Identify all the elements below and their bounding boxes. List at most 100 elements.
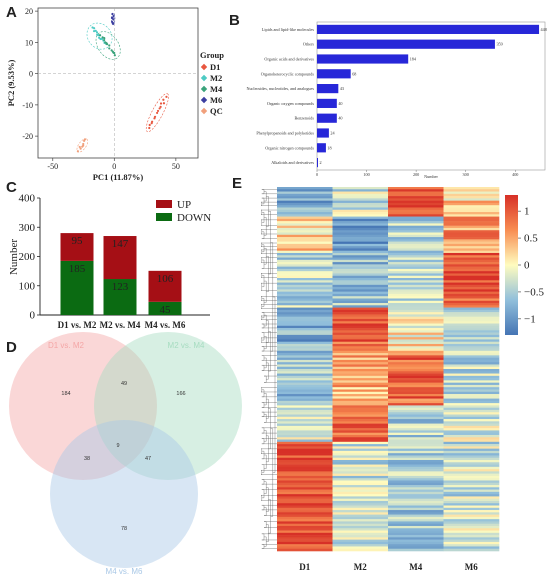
heatmap-cell [332, 419, 389, 422]
heatmap-cell [388, 359, 444, 363]
heatmap-cell [443, 453, 500, 456]
heatmap-cell [332, 332, 389, 336]
heatmap-cell [388, 387, 444, 390]
heatmap-cell [332, 189, 389, 192]
heatmap-cell [443, 193, 500, 197]
heatmap-cell [277, 460, 333, 463]
heatmap-cell [277, 191, 333, 195]
diff-bar-down [148, 301, 182, 315]
heatmap-cell [277, 425, 333, 429]
diff-bar-up [103, 236, 137, 280]
heatmap-cell [443, 316, 500, 320]
heatmap-cell [277, 487, 333, 490]
heatmap-cell [443, 287, 500, 290]
heatmap-cell [388, 355, 444, 358]
heatmap-cell [332, 494, 389, 497]
heatmap-row-dendrogram [261, 189, 277, 549]
heatmap-cell [388, 434, 444, 438]
heatmap-cell [277, 510, 333, 513]
heatmap-cell [443, 189, 500, 192]
heatmap-cell [332, 325, 389, 329]
heatmap-cell [332, 359, 389, 363]
heatmap-cell [332, 316, 389, 320]
heatmap-cell [277, 216, 333, 220]
heatmap-cell [388, 284, 444, 288]
heatmap-cell [443, 466, 500, 470]
heatmap-cell [388, 510, 444, 513]
legend-label-m2: M2 [210, 73, 222, 83]
class-bar [317, 84, 339, 94]
heatmap-cell [388, 239, 444, 242]
class-x-ticks: 0 100 200 300 400 [316, 170, 518, 177]
heatmap-cell [388, 369, 444, 372]
heatmap-cell [388, 278, 444, 281]
heatmap-cell [332, 478, 389, 481]
heatmap-cell [277, 189, 333, 192]
heatmap-cell [277, 394, 333, 397]
heatmap-cell [443, 409, 500, 413]
heatmap-cell [388, 503, 444, 506]
heatmap-cell [388, 530, 444, 534]
heatmap-cell [388, 262, 444, 265]
heatmap-cell [443, 280, 500, 283]
pca-point-m4 [103, 38, 106, 42]
diff-y-label: Number [8, 239, 20, 275]
heatmap-cell [388, 487, 444, 490]
heatmap-cell [388, 535, 444, 538]
pca-point-m4 [103, 37, 106, 40]
class-value-label: 184 [410, 57, 417, 62]
heatmap-cell [443, 500, 500, 504]
heatmap-cell [332, 544, 389, 547]
venn-count-only-c: 78 [121, 526, 127, 532]
heatmap-cell [388, 273, 444, 277]
heatmap-cell [443, 416, 500, 420]
heatmap-cell [443, 264, 500, 267]
heatmap-cell [388, 507, 444, 511]
heatmap-cell [443, 200, 500, 204]
heatmap-cell [388, 421, 444, 424]
heatmap-cell [388, 407, 444, 411]
heatmap-cell [443, 339, 500, 342]
heatmap-cell [443, 503, 500, 506]
heatmap-cell [388, 341, 444, 345]
heatmap-cell [443, 309, 500, 313]
heatmap-cell [443, 337, 500, 340]
class-category-label: Phenylpropanoids and polyketides [256, 131, 314, 136]
heatmap-cell [277, 521, 333, 524]
heatmap-cell [277, 273, 333, 277]
heatmap-cell [277, 448, 333, 452]
heatmap-cell [443, 323, 500, 327]
heatmap-cell [277, 496, 333, 499]
pca-point-d1 [162, 102, 166, 105]
heatmap-cell [277, 473, 333, 477]
heatmap-cell [277, 541, 333, 545]
heatmap-cell [277, 428, 333, 431]
heatmap-cell [277, 514, 333, 518]
heatmap-cell [332, 212, 389, 215]
heatmap-cell [388, 469, 444, 472]
heatmap-cell [277, 469, 333, 472]
heatmap-cell [388, 330, 444, 333]
heatmap-cell [388, 246, 444, 249]
heatmap-cell [332, 353, 389, 356]
heatmap-cell [332, 191, 389, 195]
heatmap-cell [277, 289, 333, 292]
heatmap-cell [443, 353, 500, 356]
heatmap-cell [332, 446, 389, 449]
pca-point-m2 [92, 30, 96, 33]
heatmap-cell [443, 305, 500, 308]
heatmap-cell [277, 307, 333, 311]
heatmap-cell [332, 196, 389, 199]
heatmap-cell [277, 525, 333, 529]
heatmap-cell [277, 348, 333, 352]
pca-point-m6 [112, 18, 115, 21]
pca-point-m2 [99, 37, 102, 41]
heatmap-cell [332, 237, 389, 240]
pca-y-tick-label: 20 [25, 7, 33, 16]
heatmap-cell [277, 389, 333, 393]
heatmap-cell [443, 239, 500, 242]
pca-point-qc [82, 142, 85, 146]
heatmap-cell [443, 362, 500, 365]
heatmap-cell [388, 396, 444, 399]
heatmap-cell [443, 284, 500, 288]
